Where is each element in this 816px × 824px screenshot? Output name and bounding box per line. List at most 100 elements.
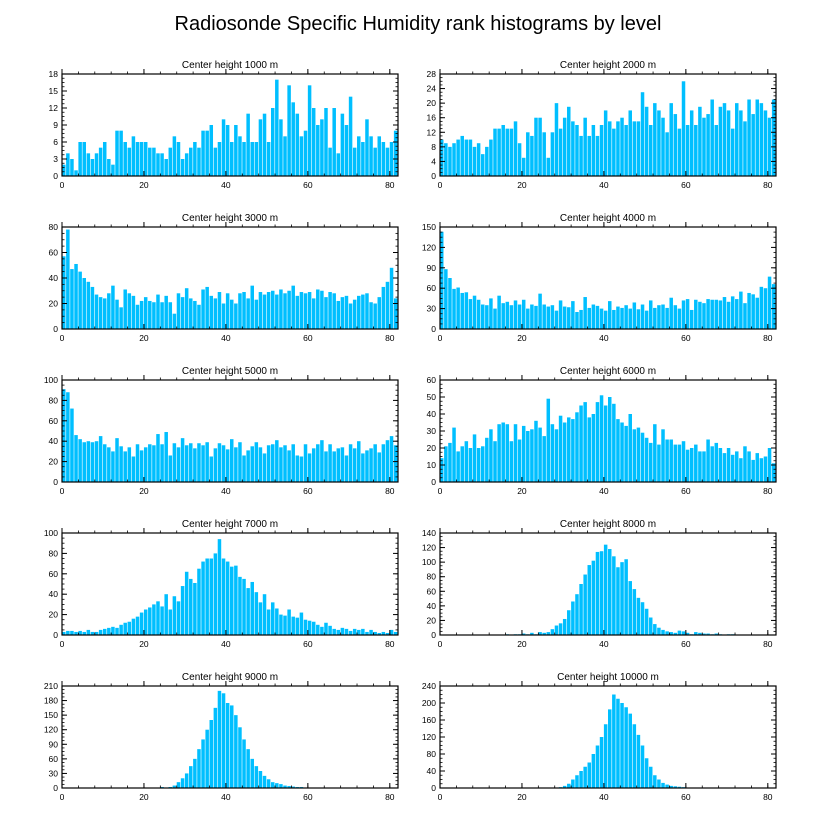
histogram-bar — [501, 303, 505, 329]
histogram-bar — [640, 602, 645, 635]
histogram-bar — [632, 429, 637, 482]
histogram-bar — [497, 295, 501, 329]
histogram-bar — [143, 609, 148, 635]
histogram-bar — [193, 448, 197, 482]
histogram-bar — [554, 625, 559, 635]
histogram-bar — [70, 269, 74, 329]
histogram-bar — [275, 294, 279, 329]
histogram-bar — [164, 432, 168, 482]
histogram-bar — [542, 304, 546, 329]
histogram-bar — [480, 446, 485, 482]
x-tick-label: 0 — [438, 180, 443, 190]
histogram-bar — [661, 629, 665, 635]
histogram-bar — [472, 295, 477, 329]
histogram-bar — [197, 443, 201, 482]
histogram-bar — [176, 293, 181, 329]
histogram-bar — [209, 125, 214, 176]
histogram-bar — [579, 135, 583, 176]
histogram-bar — [599, 125, 604, 176]
histogram-bar — [131, 456, 136, 482]
histogram-bar — [152, 445, 156, 482]
histogram-bar — [480, 154, 485, 176]
histogram-bar — [505, 424, 510, 482]
histogram-bar — [554, 103, 559, 176]
histogram-bar — [115, 438, 119, 482]
histogram-bar — [657, 779, 661, 788]
histogram-bar — [628, 414, 632, 482]
x-tick-label: 20 — [517, 792, 527, 802]
histogram-bar — [307, 292, 312, 329]
histogram-bar — [530, 632, 534, 635]
histogram-bar — [189, 443, 193, 482]
histogram-bar — [365, 450, 369, 482]
histogram-bar — [665, 132, 669, 176]
x-tick-label: 60 — [681, 486, 691, 496]
histogram-bar — [369, 136, 373, 176]
histogram-bar — [352, 448, 357, 482]
panel-title: Center height 4000 m — [560, 213, 656, 224]
y-tick-label: 28 — [427, 69, 437, 79]
histogram-bar — [332, 293, 336, 329]
histogram-bar — [311, 298, 316, 329]
histogram-bar — [143, 447, 148, 482]
histogram-bar — [205, 729, 209, 788]
histogram-bar — [152, 302, 156, 329]
histogram-bar — [616, 419, 620, 482]
histogram-bar — [624, 425, 628, 482]
histogram-bar — [295, 113, 300, 176]
histogram-bar — [385, 281, 390, 329]
histogram-bar — [348, 303, 353, 329]
histogram-bar — [661, 782, 665, 788]
y-tick-label: 6 — [53, 137, 58, 147]
histogram-bar — [702, 633, 706, 635]
histogram-bar — [657, 444, 661, 482]
histogram-bar — [201, 130, 205, 176]
histogram-bar — [628, 581, 632, 635]
histogram-bar — [201, 739, 205, 788]
histogram-bar — [160, 444, 164, 482]
histogram-bar — [464, 441, 469, 482]
histogram-bar — [653, 103, 657, 176]
histogram-bar — [583, 297, 587, 329]
histogram-bar — [90, 442, 95, 482]
histogram-bar — [160, 302, 164, 329]
histogram-bar — [583, 766, 587, 788]
histogram-bar — [648, 766, 653, 788]
y-tick-label: 20 — [427, 615, 437, 625]
histogram-bar — [759, 286, 764, 329]
histogram-bar — [143, 297, 148, 330]
histogram-bar — [139, 612, 144, 635]
y-tick-label: 100 — [44, 375, 58, 385]
histogram-bar — [735, 299, 739, 329]
histogram-bar — [640, 92, 645, 176]
histogram-bar — [70, 159, 74, 176]
histogram-bar — [250, 142, 254, 176]
y-tick-label: 50 — [427, 392, 437, 402]
histogram-bar — [225, 125, 230, 176]
panel-title: Center height 9000 m — [182, 672, 278, 683]
histogram-bar — [381, 142, 386, 176]
histogram-bar — [295, 455, 300, 482]
y-tick-label: 0 — [431, 324, 436, 334]
panel-title: Center height 10000 m — [557, 672, 659, 683]
histogram-bar — [213, 707, 218, 788]
y-tick-label: 150 — [44, 710, 58, 720]
x-tick-label: 40 — [221, 639, 231, 649]
histogram-bar — [225, 703, 230, 788]
histogram-bar — [148, 300, 152, 329]
histogram-bar — [234, 125, 238, 176]
histogram-bar — [501, 422, 505, 482]
histogram-bar — [661, 304, 665, 329]
histogram-bar — [558, 300, 563, 329]
histogram-bar — [440, 231, 444, 329]
histogram-bar — [127, 447, 132, 482]
histogram-bar — [685, 449, 690, 482]
histogram-bar — [250, 446, 254, 482]
histogram-bar — [739, 110, 743, 176]
histogram-bar — [307, 453, 312, 482]
histogram-bar — [587, 762, 592, 788]
histogram-bar — [193, 582, 197, 635]
histogram-bar — [612, 694, 616, 788]
histogram-bar — [242, 455, 246, 482]
